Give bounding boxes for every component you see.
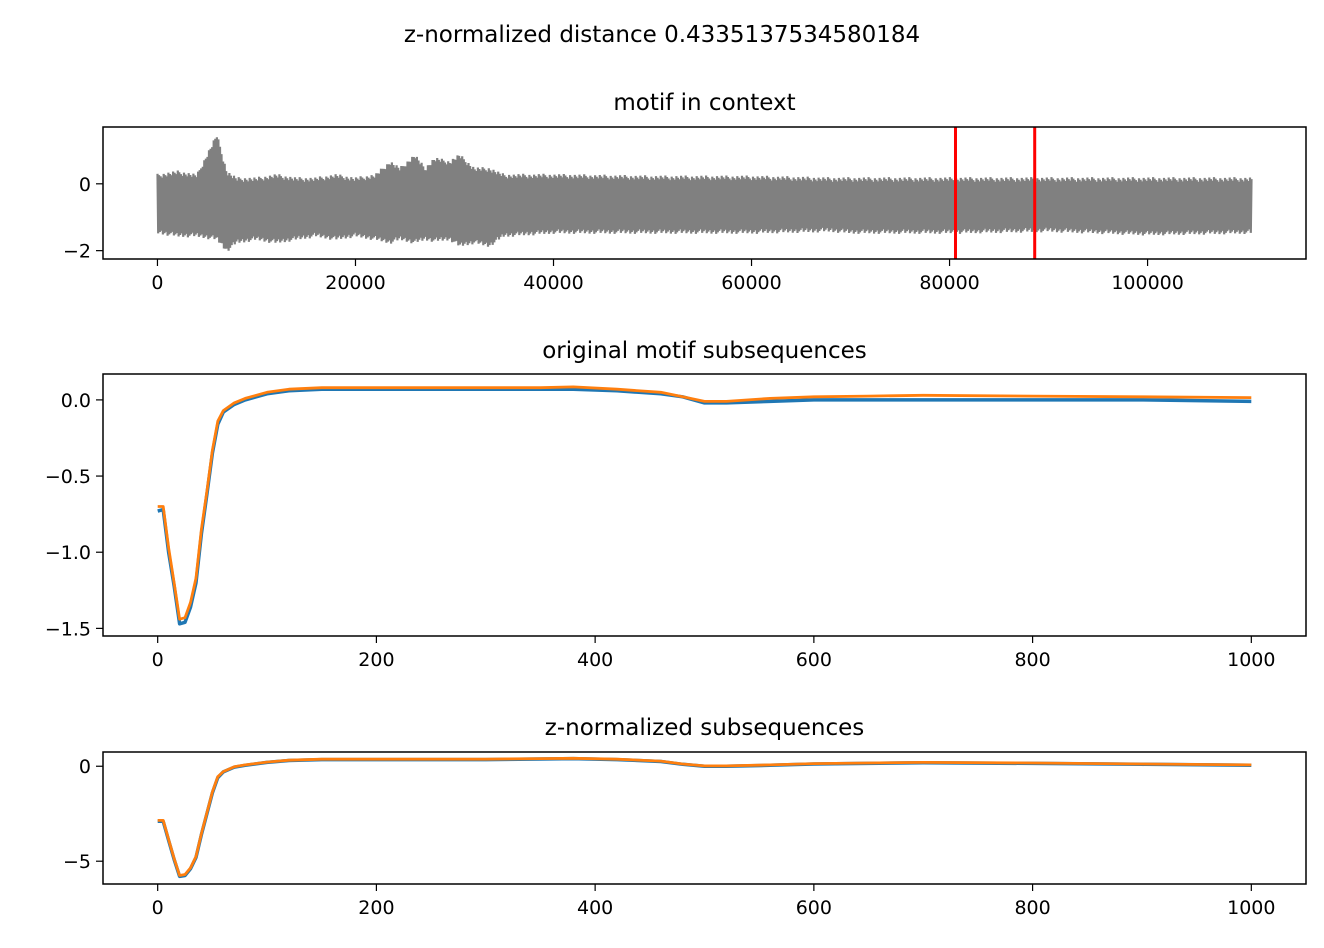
- x-tick-label: 40000: [523, 272, 583, 294]
- y-tick-label: 0: [79, 174, 91, 196]
- plot-area: [157, 385, 1252, 626]
- panel-title: original motif subsequences: [542, 338, 867, 364]
- x-tick-label: 1000: [1227, 649, 1275, 671]
- y-tick-label: −1.0: [45, 542, 91, 564]
- plot-area: [156, 127, 1253, 259]
- figure-suptitle: z-normalized distance 0.4335137534580184: [404, 22, 920, 48]
- y-tick-label: 0: [79, 756, 91, 778]
- x-tick-label: 1000: [1227, 897, 1275, 919]
- y-tick-label: −5: [63, 851, 91, 873]
- axis-ticks: 0 200 400 600 800 1000 0 −5: [63, 756, 1276, 919]
- x-tick-label: 200: [358, 649, 394, 671]
- panel-title: motif in context: [613, 90, 795, 116]
- x-tick-label: 800: [1014, 649, 1050, 671]
- series-line-2: [157, 385, 1252, 621]
- panel-original-motif-subsequences: original motif subsequences 0 200 400 600 80…: [45, 338, 1307, 671]
- axis-ticks: 0 20000 40000 60000 80000 100000 0 −2: [63, 174, 1184, 294]
- x-tick-label: 200: [358, 897, 394, 919]
- axes-frame: [102, 373, 1307, 637]
- y-tick-label: −2: [63, 241, 91, 263]
- x-tick-label: 100000: [1111, 272, 1184, 294]
- x-tick-label: 60000: [721, 272, 781, 294]
- x-tick-label: 0: [151, 272, 163, 294]
- x-tick-label: 400: [577, 897, 613, 919]
- series-line-2: [157, 756, 1252, 877]
- x-tick-label: 0: [152, 649, 164, 671]
- panel-z-normalized-subsequences: z-normalized subsequences 0 200 400 600 800 1…: [63, 715, 1307, 919]
- series-line-context: [156, 137, 1253, 251]
- plot-area: [157, 756, 1252, 879]
- axes-frame: [102, 126, 1307, 260]
- x-tick-label: 600: [796, 897, 832, 919]
- x-tick-label: 400: [577, 649, 613, 671]
- series-line-1: [157, 756, 1252, 879]
- y-tick-label: −0.5: [45, 466, 91, 488]
- axes-frame: [102, 751, 1307, 885]
- panel-motif-in-context: motif in context 0 20000 40000 60000 80000 10…: [63, 90, 1307, 294]
- x-tick-label: 600: [796, 649, 832, 671]
- axis-ticks: 0 200 400 600 800 1000 0.0 −0.5 −1.0 −1.5: [45, 390, 1276, 671]
- y-tick-label: −1.5: [45, 618, 91, 640]
- x-tick-label: 80000: [919, 272, 979, 294]
- y-tick-label: 0.0: [61, 390, 91, 412]
- panel-title: z-normalized subsequences: [545, 715, 864, 741]
- x-tick-label: 0: [152, 897, 164, 919]
- series-line-1: [157, 387, 1252, 626]
- x-tick-label: 800: [1014, 897, 1050, 919]
- x-tick-label: 20000: [325, 272, 385, 294]
